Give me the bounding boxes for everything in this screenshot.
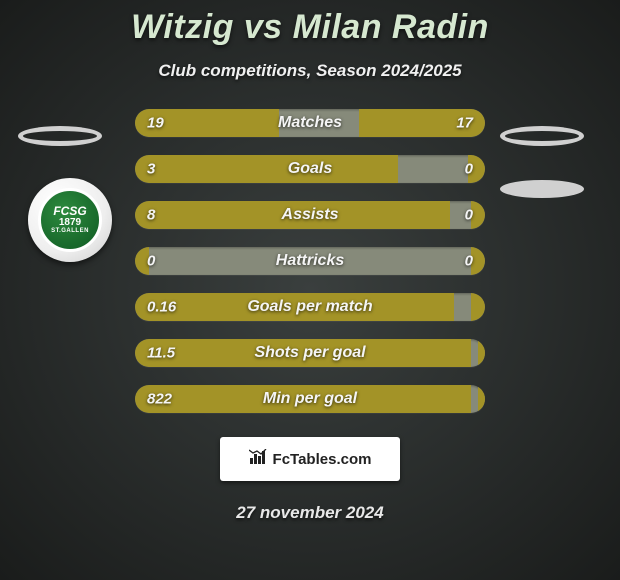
stat-value-left: 3 [147,161,155,178]
stat-bar-left [135,155,398,183]
stat-row: 0.16 Goals per match [135,293,485,321]
stat-row: 11.5 Shots per goal [135,339,485,367]
right-mid-ellipse [500,180,584,198]
stat-value-right: 0 [465,253,473,270]
left-top-ellipse [18,126,102,146]
stat-value-left: 0 [147,253,155,270]
stat-value-left: 8 [147,207,155,224]
stat-value-left: 11.5 [147,345,175,362]
footer-brand-text: FcTables.com [273,451,372,468]
right-top-ellipse [500,126,584,146]
stat-label: Hattricks [276,252,344,270]
stat-bar-right [478,339,485,367]
stat-row: 8 Assists 0 [135,201,485,229]
stat-value-left: 0.16 [147,299,176,316]
stat-bar-right [471,201,485,229]
stat-bar-right [471,293,485,321]
stat-label: Matches [278,114,342,132]
stat-value-right: 0 [465,161,473,178]
stat-row: 822 Min per goal [135,385,485,413]
stat-bar-right [471,247,485,275]
stat-value-left: 822 [147,391,172,408]
stat-label: Min per goal [263,390,357,408]
subtitle: Club competitions, Season 2024/2025 [158,61,461,81]
content-wrapper: Witzig vs Milan Radin Club competitions,… [0,0,620,580]
badge-text-top: FCSG [53,205,86,217]
stat-label: Goals [288,160,332,178]
date-text: 27 november 2024 [236,503,383,523]
stats-container: 19 Matches 17 3 Goals 0 8 Assists 0 0 Hattricks 0 0.… [135,109,485,413]
footer-brand-box[interactable]: FcTables.com [220,437,400,481]
stat-value-right: 17 [456,115,473,132]
page-title: Witzig vs Milan Radin [131,8,489,47]
club-badge-inner: FCSG 1879 ST.GALLEN [38,188,102,252]
chart-bars-icon [249,449,267,470]
stat-label: Goals per match [247,298,372,316]
stat-label: Shots per goal [254,344,365,362]
stat-row: 19 Matches 17 [135,109,485,137]
club-badge: FCSG 1879 ST.GALLEN [28,178,112,262]
badge-text-year: 1879 [59,217,81,228]
stat-value-left: 19 [147,115,164,132]
stat-row: 0 Hattricks 0 [135,247,485,275]
stat-value-right: 0 [465,207,473,224]
stat-row: 3 Goals 0 [135,155,485,183]
stat-bar-right [478,385,485,413]
badge-text-bottom: ST.GALLEN [51,228,89,235]
stat-label: Assists [282,206,339,224]
